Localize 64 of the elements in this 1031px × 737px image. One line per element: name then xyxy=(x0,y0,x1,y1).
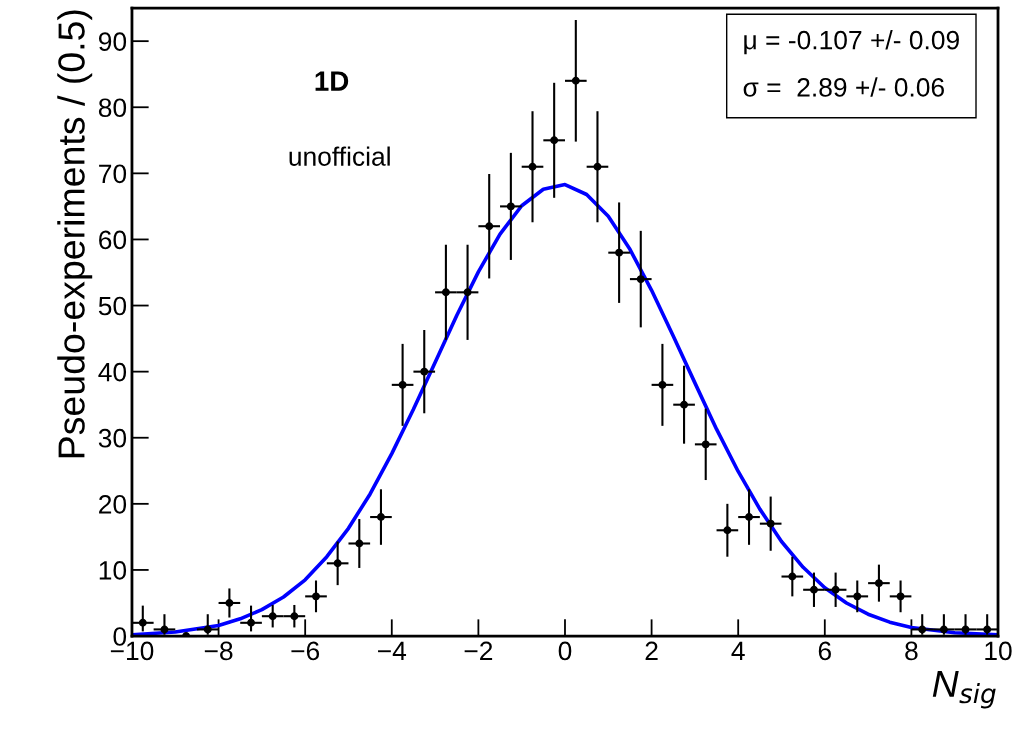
x-tick-label: 2 xyxy=(645,641,658,661)
point xyxy=(290,612,299,621)
y-tick-label: 60 xyxy=(99,230,127,250)
point xyxy=(896,592,905,601)
point xyxy=(810,585,818,594)
point xyxy=(918,625,927,634)
point xyxy=(636,275,645,284)
point xyxy=(312,592,320,601)
x-tick-label: 4 xyxy=(731,641,745,661)
x-tick-label: −4 xyxy=(378,641,407,661)
x-tick-label: 10 xyxy=(985,641,1012,661)
point xyxy=(441,288,450,297)
point xyxy=(939,625,948,634)
point xyxy=(506,202,515,211)
point xyxy=(420,367,429,376)
point xyxy=(203,625,212,634)
point xyxy=(961,625,970,634)
point xyxy=(766,519,775,528)
x-tick-label: 6 xyxy=(818,641,831,661)
point xyxy=(528,162,537,171)
point xyxy=(550,136,559,145)
y-tick-label: 40 xyxy=(98,362,127,382)
point xyxy=(853,592,862,601)
point xyxy=(571,76,580,85)
x-axis-title: N$_{sig}$ xyxy=(932,671,996,709)
x-tick-label: −6 xyxy=(291,641,320,661)
point xyxy=(701,440,710,449)
x-tick-label: −8 xyxy=(204,641,233,661)
point xyxy=(874,579,883,588)
point xyxy=(723,526,732,535)
point xyxy=(831,585,840,594)
x-tick-label: 8 xyxy=(905,641,918,661)
y-tick-label: 90 xyxy=(98,32,127,51)
point xyxy=(268,612,277,621)
point xyxy=(593,162,602,171)
y-tick-label: 30 xyxy=(98,428,127,448)
point xyxy=(615,248,624,257)
point xyxy=(247,618,256,627)
point xyxy=(398,380,407,389)
point xyxy=(680,400,689,409)
point xyxy=(788,572,797,581)
y-tick-label: 70 xyxy=(99,164,127,184)
annotation: μ = -0.107 +/- 0.09 xyxy=(744,30,959,55)
point xyxy=(333,559,342,568)
point xyxy=(355,539,364,548)
annotation: 1D xyxy=(315,71,349,91)
point xyxy=(983,625,992,634)
y-axis-title: Pseudo-experiments / (0.5) xyxy=(57,10,93,458)
point xyxy=(658,380,667,389)
point xyxy=(485,222,494,231)
x-tick-label: 0 xyxy=(558,641,572,661)
y-tick-label: 50 xyxy=(98,296,127,316)
point xyxy=(463,288,472,297)
y-tick-label: 80 xyxy=(98,98,127,118)
y-tick-label: 10 xyxy=(99,561,127,580)
y-tick-label: 20 xyxy=(99,494,127,514)
point xyxy=(160,625,169,634)
annotation: σ = 2.89 +/- 0.06 xyxy=(743,77,944,97)
point xyxy=(138,618,147,627)
point xyxy=(225,599,234,607)
point xyxy=(377,513,385,522)
annotation: unofficial xyxy=(289,146,390,166)
x-tick-label: −2 xyxy=(464,641,493,661)
point xyxy=(745,513,753,522)
